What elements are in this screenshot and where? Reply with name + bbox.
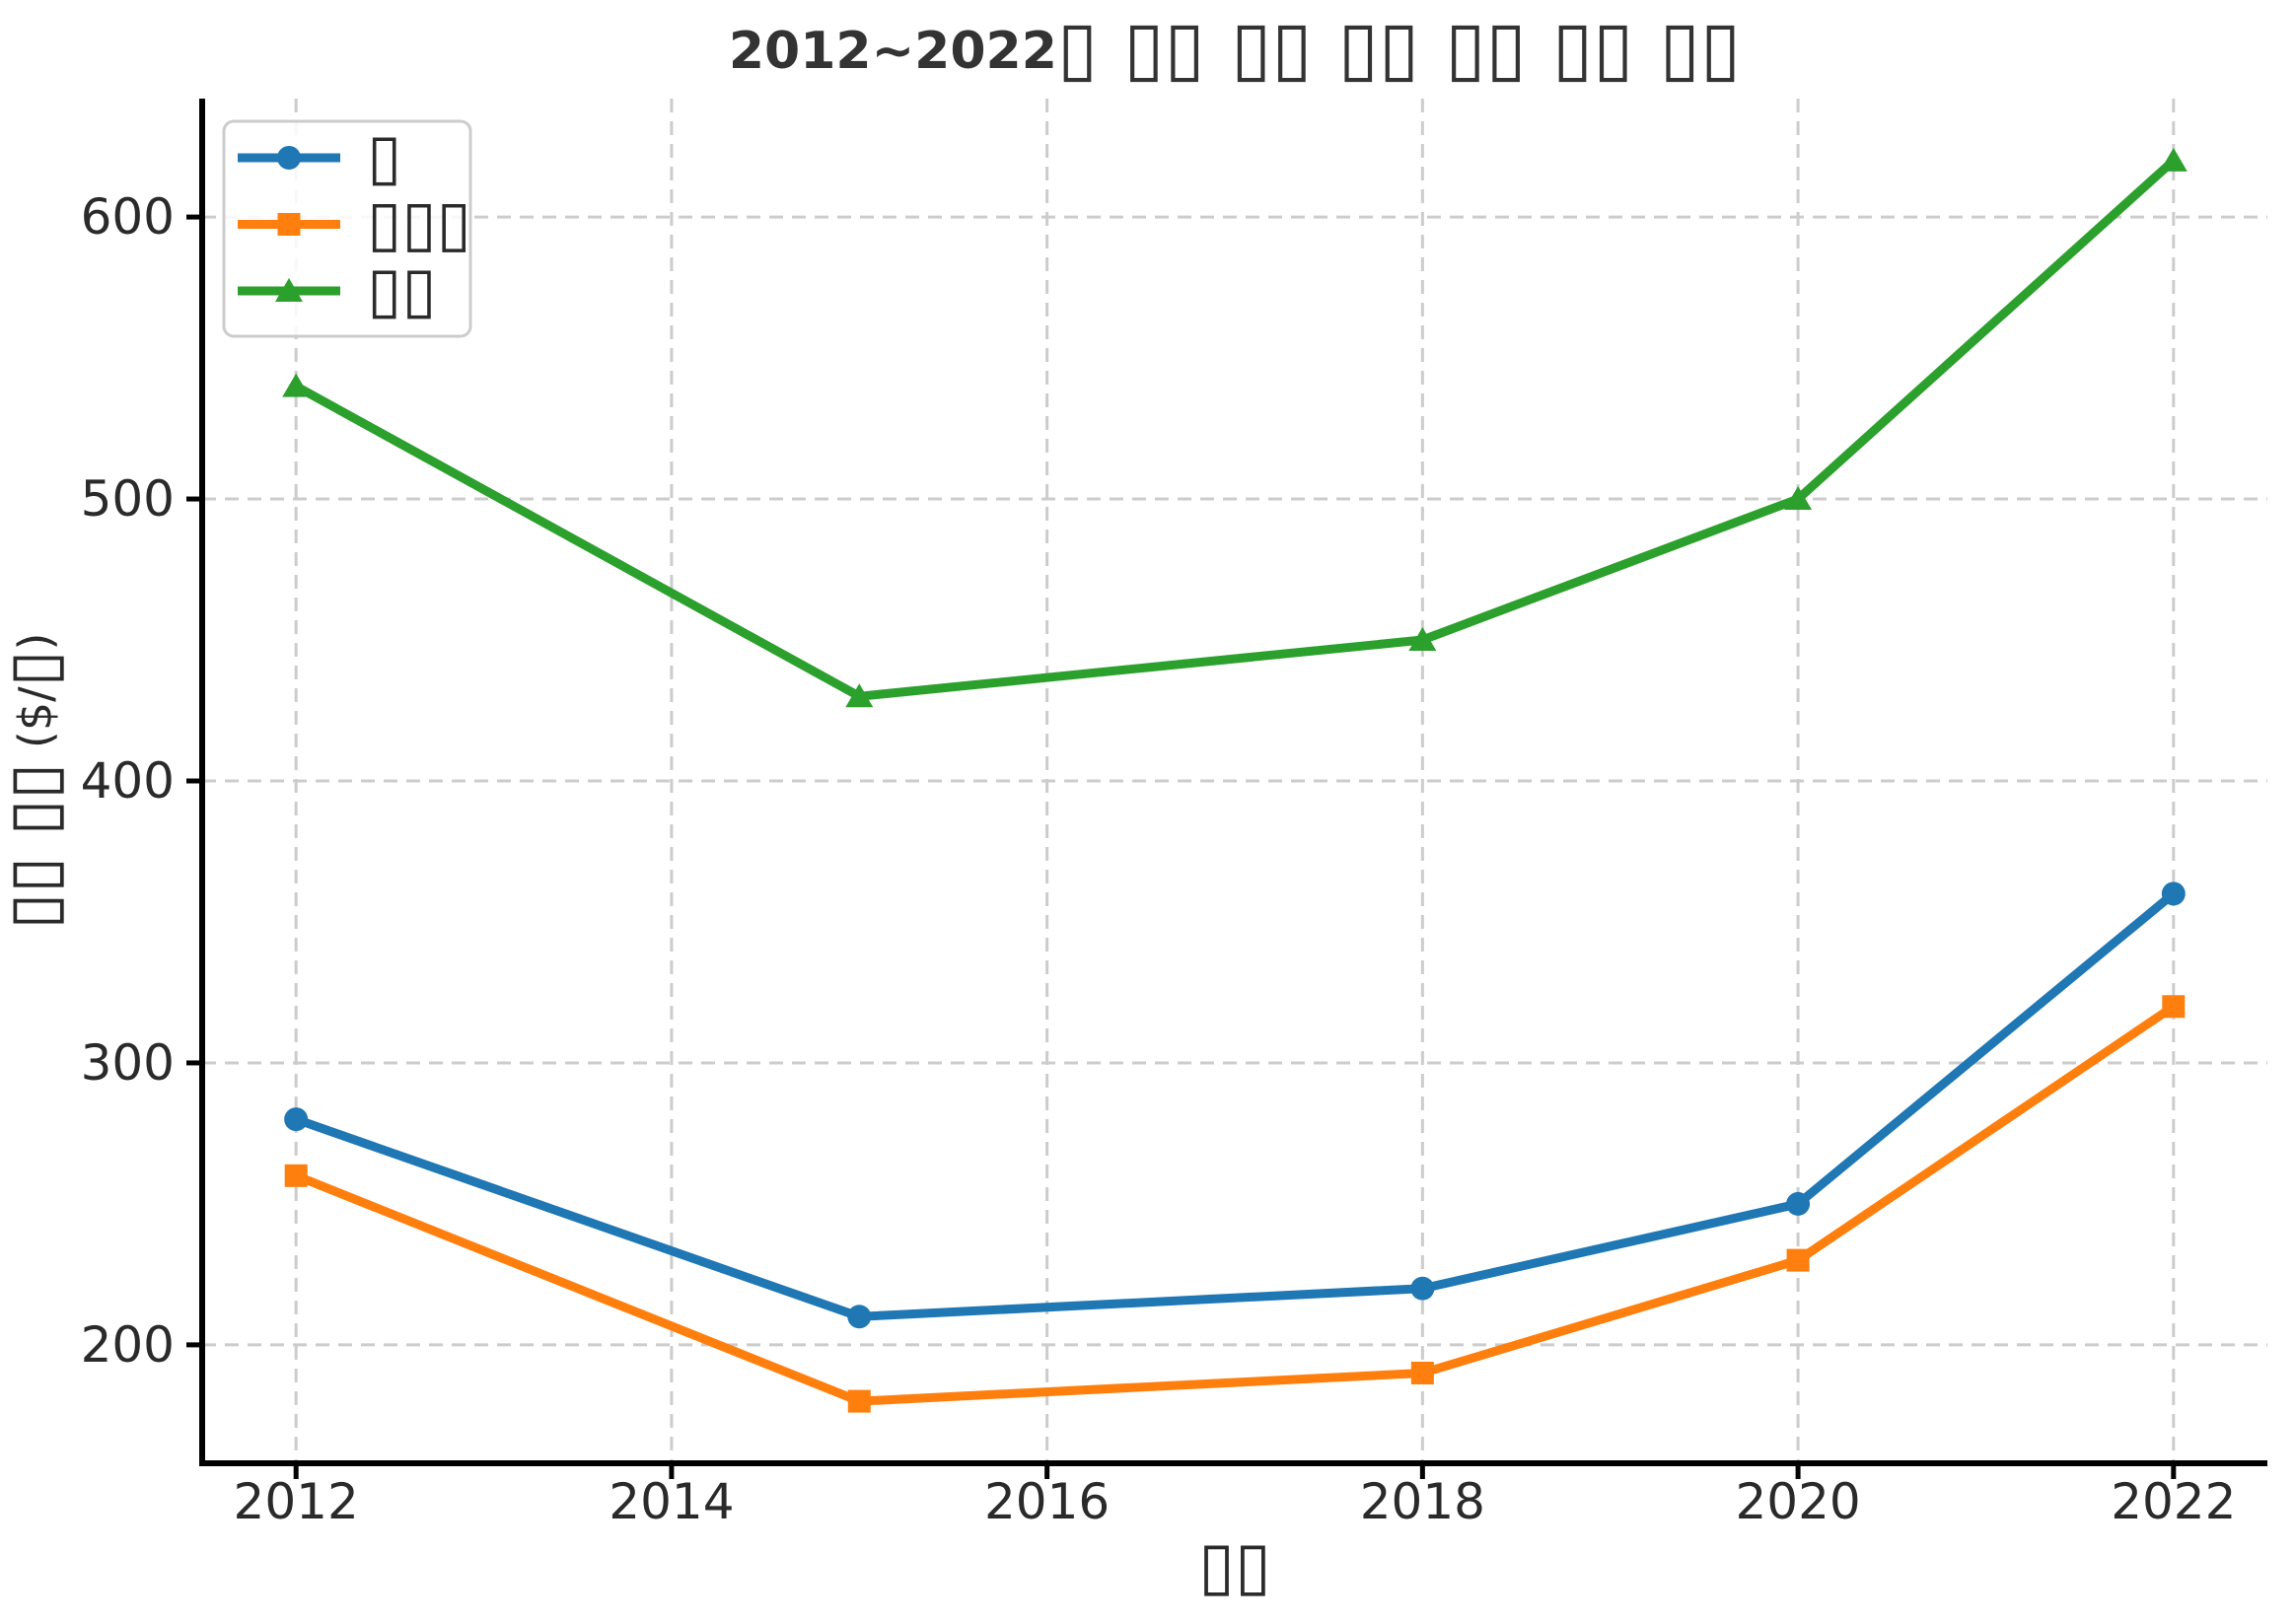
- data-point-marker: [1408, 627, 1437, 652]
- data-point-marker: [2162, 995, 2186, 1019]
- x-tick-label: 2014: [609, 1473, 734, 1530]
- axis-text-labels: 2012~2022▯ ▯▯ ▯▯ ▯▯ ▯▯ ▯▯ ▯▯ ▯▯ ▯▯ ▯▯ ($…: [0, 4, 1741, 1603]
- y-tick-label: 600: [81, 188, 175, 246]
- legend-item-2: ▯▯: [238, 253, 436, 326]
- x-tick-label: 2018: [1360, 1473, 1485, 1530]
- series-line: [294, 157, 2177, 701]
- y-tick-label: 500: [81, 470, 175, 528]
- legend-item-label: ▯: [367, 120, 401, 193]
- legend-marker: [275, 278, 303, 302]
- data-point-marker: [1786, 1191, 1811, 1216]
- data-point-marker: [1786, 1248, 1810, 1272]
- data-point-marker: [2159, 147, 2187, 172]
- y-axis-label: ▯▯ ▯▯ ($/▯): [0, 633, 72, 930]
- x-tick-label: 2016: [984, 1473, 1110, 1530]
- legend-box: [222, 119, 472, 338]
- data-point-marker: [1410, 1276, 1435, 1301]
- axes-spines-and-ticks: 2012 2014 2016 2018 2020 2022 200 300 400 500 600: [81, 99, 2267, 1530]
- data-point-marker: [845, 683, 874, 708]
- x-tick-label: 2022: [2111, 1473, 2236, 1530]
- chart-title: 2012~2022▯ ▯▯ ▯▯ ▯▯ ▯▯ ▯▯ ▯▯: [729, 4, 1741, 91]
- legend: ▯▯▯▯▯▯: [222, 119, 472, 338]
- data-point-marker: [284, 1107, 309, 1132]
- data-point-marker: [284, 1164, 308, 1187]
- gridlines: [202, 99, 2267, 1463]
- y-tick-label: 300: [81, 1034, 175, 1092]
- data-point-marker: [1784, 486, 1813, 511]
- legend-marker: [277, 213, 301, 236]
- y-tick-label: 400: [81, 752, 175, 810]
- series-1: [284, 995, 2186, 1413]
- legend-item-1: ▯▯▯: [238, 187, 471, 260]
- x-tick-label: 2012: [234, 1473, 359, 1530]
- data-point-marker: [1410, 1361, 1434, 1384]
- data-series: [282, 147, 2187, 1413]
- data-point-marker: [847, 1305, 872, 1329]
- x-axis-label: ▯▯: [1198, 1527, 1271, 1604]
- series-0: [284, 882, 2186, 1329]
- series-line: [294, 889, 2177, 1321]
- y-tick-label: 200: [81, 1316, 175, 1374]
- x-tick-label: 2020: [1735, 1473, 1860, 1530]
- series-2: [282, 147, 2187, 708]
- legend-marker: [277, 146, 301, 170]
- legend-item-label: ▯▯: [367, 253, 436, 326]
- legend-item-0: ▯: [238, 120, 401, 193]
- legend-item-label: ▯▯▯: [367, 187, 471, 260]
- data-point-marker: [847, 1389, 871, 1413]
- series-line: [294, 1003, 2177, 1406]
- data-point-marker: [2161, 882, 2186, 906]
- data-point-marker: [282, 373, 311, 397]
